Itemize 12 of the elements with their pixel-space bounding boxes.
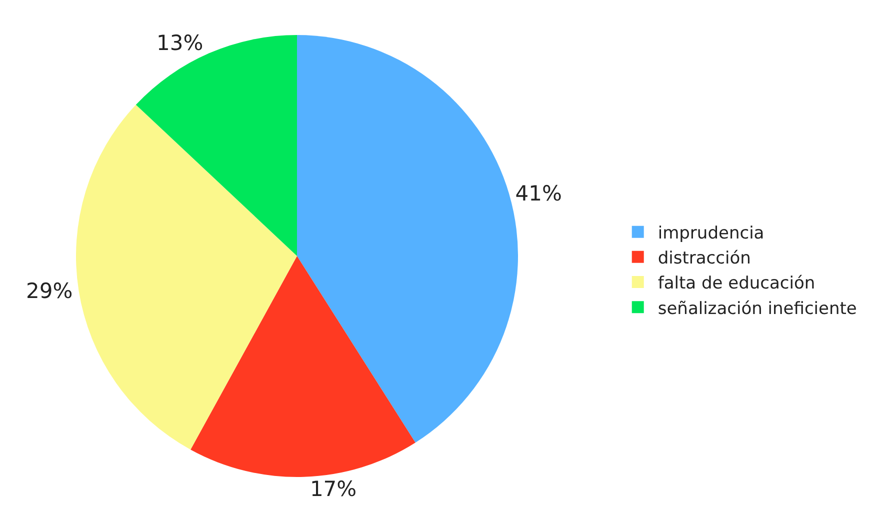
data-label: 17%	[310, 476, 357, 501]
pie-slice	[136, 35, 297, 256]
data-label: 13%	[156, 31, 204, 56]
pie-slice	[297, 35, 518, 443]
data-label: 29%	[26, 278, 73, 303]
legend-label: falta de educación	[658, 274, 816, 294]
legend-label: imprudencia	[658, 223, 764, 244]
legend-label: distracción	[658, 248, 751, 269]
data-label: 41%	[515, 181, 562, 206]
pie-slice	[76, 104, 297, 450]
pie-slice	[190, 256, 416, 477]
legend-label: señalización ineficiente	[658, 298, 857, 319]
